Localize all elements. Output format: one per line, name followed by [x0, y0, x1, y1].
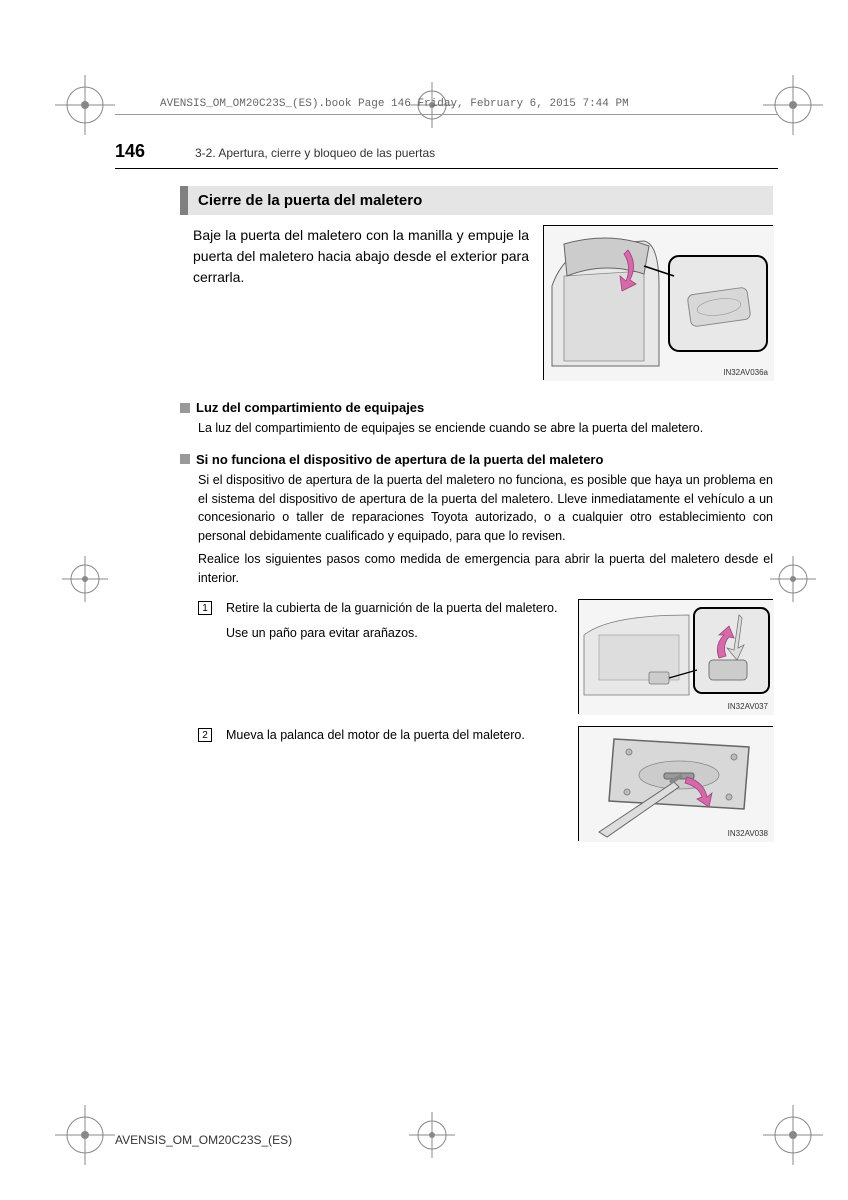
- figure-remove-cover: IN32AV037: [578, 599, 773, 714]
- content-area: Cierre de la puerta del maletero Baje la…: [180, 178, 773, 841]
- step-text: Retire la cubierta de la guarnición de l…: [226, 599, 564, 649]
- crop-mark-top-right: [763, 75, 823, 135]
- registration-mark-right: [770, 556, 816, 602]
- step-line: Use un paño para evitar arañazos.: [226, 624, 564, 643]
- registration-mark-bottom: [409, 1112, 455, 1158]
- crop-mark-top-left: [55, 75, 115, 135]
- crop-mark-bottom-left: [55, 1105, 115, 1165]
- sub-heading-text: Si no funciona el dispositivo de apertur…: [196, 452, 603, 467]
- bullet-square-icon: [180, 403, 190, 413]
- page-number: 146: [115, 141, 145, 162]
- step-row-2: 2 Mueva la palanca del motor de la puert…: [180, 726, 773, 841]
- paragraph: Si el dispositivo de apertura de la puer…: [198, 471, 773, 546]
- step-row-1: 1 Retire la cubierta de la guarnición de…: [180, 599, 773, 714]
- intro-text: Baje la puerta del maletero con la manil…: [180, 225, 529, 288]
- sub-heading-text: Luz del compartimiento de equipajes: [196, 400, 424, 415]
- heading-bar: Cierre de la puerta del maletero: [180, 186, 773, 215]
- figure-trunk-close: IN32AV036a: [543, 225, 773, 380]
- step-number: 2: [198, 728, 212, 742]
- sub-heading: Si no funciona el dispositivo de apertur…: [180, 452, 773, 467]
- footer-doc-ref: AVENSIS_OM_OM20C23S_(ES): [115, 1133, 292, 1147]
- sub-heading: Luz del compartimiento de equipajes: [180, 400, 773, 415]
- figure-caption: IN32AV038: [728, 829, 768, 838]
- paragraph: La luz del compartimiento de equipajes s…: [198, 419, 773, 438]
- figure-caption: IN32AV036a: [723, 368, 768, 377]
- subsection-luggage-light: Luz del compartimiento de equipajes La l…: [180, 400, 773, 438]
- paragraph: Realice los siguientes pasos como medida…: [198, 550, 773, 588]
- header-rule: [115, 114, 778, 115]
- figure-move-lever: IN32AV038: [578, 726, 773, 841]
- registration-mark-left: [62, 556, 108, 602]
- page: AVENSIS_OM_OM20C23S_(ES).book Page 146 F…: [0, 0, 848, 1200]
- heading-accent: [180, 186, 188, 215]
- section-label: 3-2. Apertura, cierre y bloqueo de las p…: [195, 146, 435, 160]
- subsection-opener-fault: Si no funciona el dispositivo de apertur…: [180, 452, 773, 588]
- bullet-square-icon: [180, 454, 190, 464]
- step-line: Mueva la palanca del motor de la puerta …: [226, 726, 564, 745]
- intro-row: Baje la puerta del maletero con la manil…: [180, 225, 773, 380]
- main-heading: Cierre de la puerta del maletero: [188, 186, 773, 215]
- header-watermark: AVENSIS_OM_OM20C23S_(ES).book Page 146 F…: [160, 98, 629, 110]
- figure-caption: IN32AV037: [728, 702, 768, 711]
- step-line: Retire la cubierta de la guarnición de l…: [226, 599, 564, 618]
- step-text: Mueva la palanca del motor de la puerta …: [226, 726, 564, 751]
- body-text: Si el dispositivo de apertura de la puer…: [198, 471, 773, 588]
- crop-mark-bottom-right: [763, 1105, 823, 1165]
- body-text: La luz del compartimiento de equipajes s…: [198, 419, 773, 438]
- section-rule: [115, 168, 778, 169]
- step-number: 1: [198, 601, 212, 615]
